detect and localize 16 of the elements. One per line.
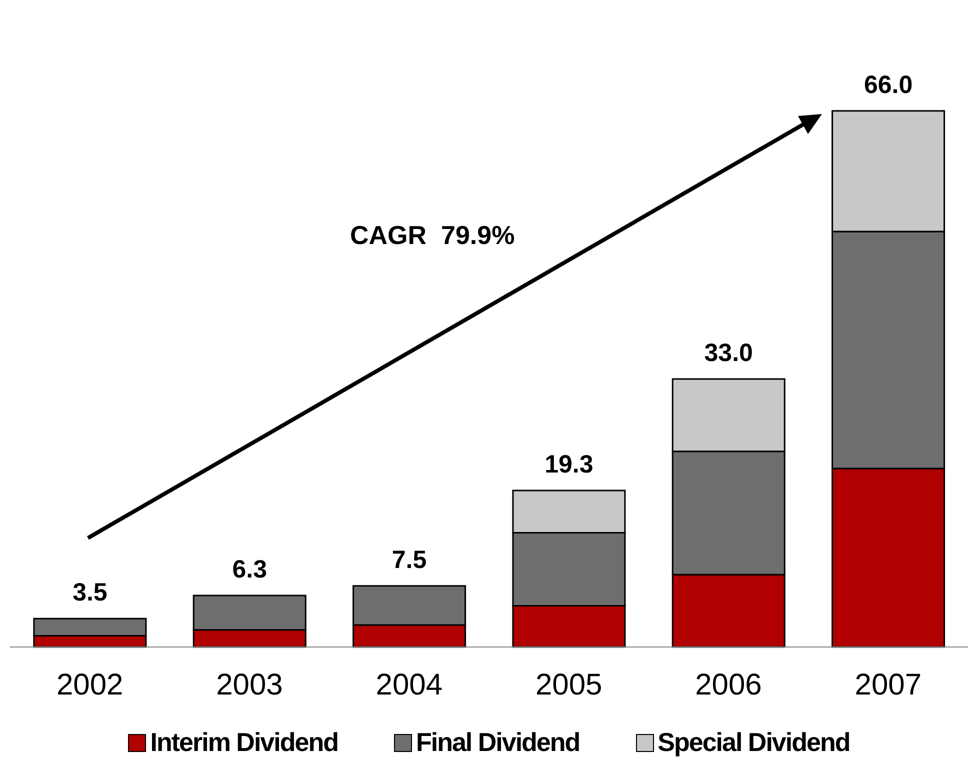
x-tick-label: 2004 [376,668,443,702]
annotation: 7.5 [392,546,427,574]
annotation: 33.0 [704,338,753,367]
legend-label: Special Dividend [658,727,850,758]
annotation: 6.3 [232,556,267,584]
legend-label: Final Dividend [416,727,580,758]
legend-label: Interim Dividend [150,727,338,758]
annotation: CAGR 79.9% [350,220,515,251]
x-tick-label: 2003 [216,668,283,702]
x-tick-label: 2005 [535,668,602,702]
x-tick-label: 2007 [854,668,922,702]
annotation: 3.5 [72,578,108,607]
text: 66.0 [864,70,913,99]
x-tick-label: 2002 [56,668,124,702]
x-tick-label: 2006 [695,668,762,702]
annotation: 19.3 [544,450,594,478]
